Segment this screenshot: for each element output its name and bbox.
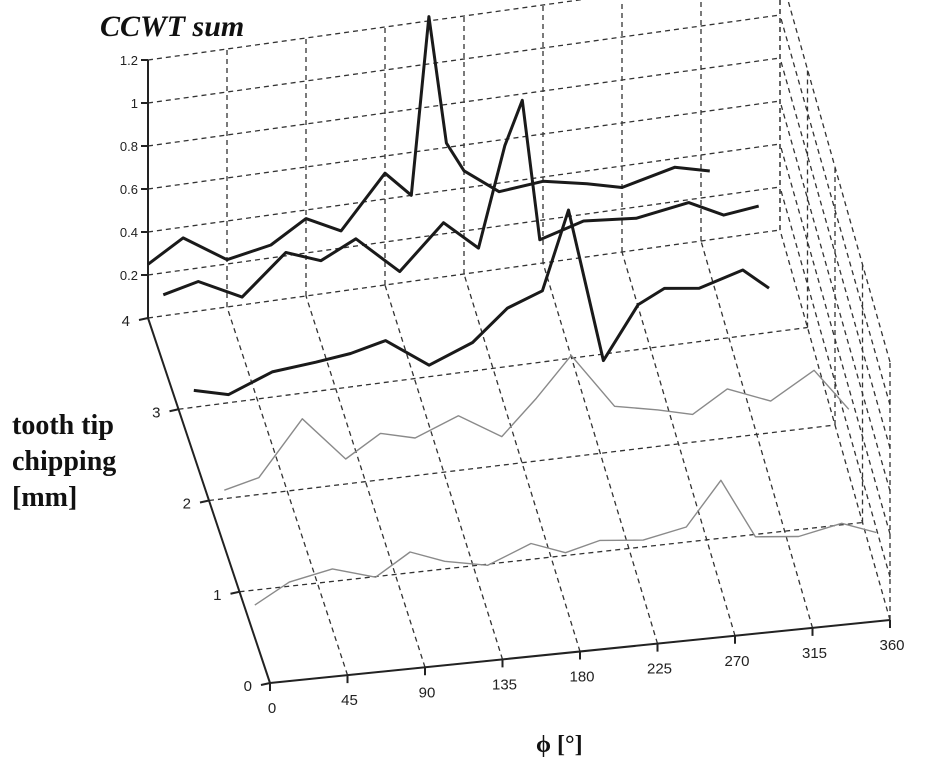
series-line-chipping-0-5 (254, 479, 877, 606)
floor-grid-chipping-3 (178, 326, 808, 410)
z-tick-label: 0.6 (120, 182, 138, 197)
y-tick-mark (138, 317, 149, 321)
x-tick-label: 225 (647, 661, 672, 678)
side-wall-grid-z-1.2 (787, 0, 891, 363)
floor-grid-phi-180 (463, 273, 581, 652)
back-wall-grid-z-1.2 (147, 0, 584, 61)
x-tick-label: 270 (724, 653, 749, 670)
floor-grid-phi-135 (384, 284, 504, 660)
x-tick-label: 360 (879, 637, 904, 654)
y-tick-mark (169, 408, 179, 413)
y-tick-mark (260, 682, 271, 686)
back-wall-grid-z-0.2 (147, 186, 781, 276)
series-line-chipping-4 (147, 15, 710, 266)
floor-grid-chipping-2 (208, 424, 836, 502)
series-line-chipping-2-5 (193, 208, 770, 397)
series-line-chipping-3-5 (162, 98, 760, 299)
y-tick-label: 1 (213, 587, 221, 604)
side-wall-grid-z-1 (779, 14, 891, 406)
chart-title: CCWT sum (100, 10, 244, 43)
grid-layer (147, 0, 891, 684)
back-wall-grid-z-0.8 (147, 57, 781, 147)
floor-grid-phi-90 (305, 295, 426, 668)
back-wall-grid-z-0.4 (147, 143, 781, 233)
back-wall-grid-z-1 (147, 14, 781, 104)
side-wall-grid-z-0.2 (779, 186, 891, 578)
z-tick-label: 1 (131, 96, 138, 111)
back-wall-grid-z-0.6 (147, 100, 781, 190)
y-tick-mark (230, 590, 240, 595)
side-wall-grid-z-0.6 (779, 100, 891, 492)
y-tick-label: 4 (122, 313, 130, 330)
y-tick-label: 2 (183, 496, 191, 513)
series-line-chipping-1-5 (224, 354, 850, 491)
z-tick-label: 0.4 (120, 225, 138, 240)
x-tick-label: 315 (802, 645, 827, 662)
y-tick-label: 3 (152, 404, 160, 421)
floor-grid-phi-225 (542, 262, 659, 644)
x-tick-label: 180 (569, 669, 594, 686)
z-tick-label: 1.2 (120, 53, 138, 68)
y-tick-label: 0 (244, 678, 252, 695)
x-tick-label: 90 (419, 684, 436, 701)
side-wall-grid-z-0.4 (779, 143, 891, 535)
side-wall-grid-z-0.8 (779, 57, 891, 449)
y-axis-label: tooth tip chipping [mm] (12, 410, 123, 513)
ticks-layer: 0 45 90 135 180 225 270 315 360 0 1 2 3 4 0.2 0.4 0.6 0.8… (120, 53, 905, 717)
x-tick-label: 45 (341, 692, 358, 709)
z-tick-label: 0.2 (120, 268, 138, 283)
x-tick-label: 135 (492, 676, 517, 693)
floor-grid-phi-45 (226, 306, 349, 676)
series-layer (147, 15, 877, 606)
x-axis-label: ϕ [°] (536, 732, 583, 758)
y-tick-mark (199, 499, 210, 504)
floor-grid-chipping-1 (239, 521, 863, 593)
x-tick-label: 0 (268, 700, 276, 717)
z-tick-label: 0.8 (120, 139, 138, 154)
